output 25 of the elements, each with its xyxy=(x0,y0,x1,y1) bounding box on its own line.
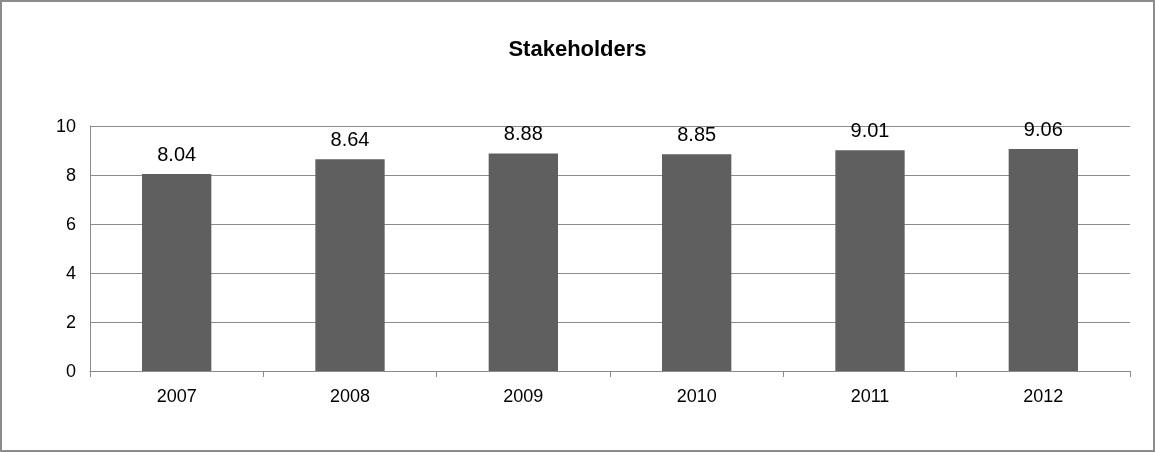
bar xyxy=(1008,149,1078,371)
data-label: 8.04 xyxy=(157,143,197,166)
x-tick-label: 2009 xyxy=(503,386,544,406)
bar xyxy=(835,150,905,371)
x-tick-label: 2007 xyxy=(156,386,197,406)
x-tick-label: 2011 xyxy=(850,386,890,406)
x-tick-label: 2008 xyxy=(329,386,371,406)
y-tick-label: 2 xyxy=(65,312,76,332)
chart-title: Stakeholders xyxy=(508,35,647,61)
y-tick-label: 4 xyxy=(65,263,76,283)
y-tick-label: 6 xyxy=(65,214,76,234)
bar xyxy=(488,153,558,371)
bar xyxy=(662,154,732,371)
y-tick-label: 10 xyxy=(55,116,76,136)
y-tick-label: 8 xyxy=(65,165,76,185)
x-tick-label: 2010 xyxy=(676,386,717,406)
bar xyxy=(315,159,385,371)
data-label: 9.01 xyxy=(850,119,890,142)
data-label: 8.85 xyxy=(677,123,717,146)
y-tick-label: 0 xyxy=(65,361,76,381)
data-label: 8.64 xyxy=(330,128,370,151)
data-label: 9.06 xyxy=(1023,118,1063,141)
bar xyxy=(142,174,212,371)
data-label: 8.88 xyxy=(503,122,543,145)
x-tick-label: 2012 xyxy=(1023,386,1064,406)
